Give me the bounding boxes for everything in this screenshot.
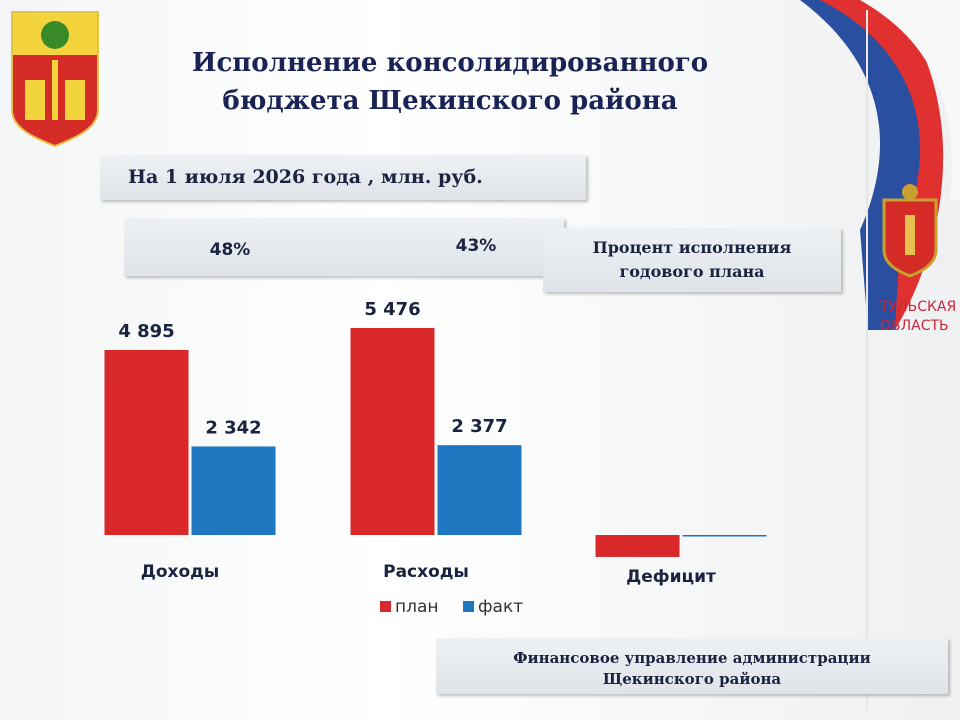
category-label: Расходы	[383, 562, 469, 582]
bar	[595, 535, 680, 557]
bar	[437, 445, 522, 535]
footer-box	[436, 638, 948, 694]
value-label: 2 377	[451, 416, 507, 437]
bar	[191, 446, 276, 535]
category-label: Доходы	[141, 562, 220, 582]
bar	[682, 535, 767, 537]
percent-label: 48%	[210, 240, 251, 260]
note-line: Процент исполнения	[592, 238, 792, 257]
subtitle: На 1 июля 2026 года , млн. руб.	[128, 166, 483, 188]
title-line: бюджета Щекинского района	[222, 86, 678, 116]
value-label: 5 476	[364, 299, 420, 320]
legend-swatch	[463, 601, 474, 612]
note-line: годового плана	[619, 262, 765, 281]
subtitle-box	[100, 155, 586, 200]
region-line: ОБЛАСТЬ	[880, 318, 949, 334]
footer: Финансовое управление администрации Щеки…	[436, 648, 948, 690]
footer-line: Щекинского района	[602, 670, 782, 688]
category-label: Дефицит	[626, 567, 716, 587]
percent-label: 43%	[456, 236, 497, 256]
region-name: ТУЛЬСКАЯ ОБЛАСТЬ	[880, 298, 956, 336]
value-label: 2 342	[205, 417, 261, 438]
percent-note-box	[543, 228, 841, 292]
bar	[104, 349, 189, 535]
region-line: ТУЛЬСКАЯ	[880, 299, 957, 315]
bar	[350, 328, 435, 535]
coat-of-arms	[11, 11, 99, 148]
legend-label: план	[395, 597, 439, 617]
region-emblem	[882, 184, 938, 278]
title: Исполнение консолидированного бюджета Ще…	[130, 44, 770, 120]
divider	[866, 10, 868, 710]
percent-note: Процент исполнения годового плана	[543, 236, 841, 284]
footer-line: Финансовое управление администрации	[513, 649, 871, 667]
title-line: Исполнение консолидированного	[191, 48, 709, 78]
value-label: 4 895	[118, 321, 174, 342]
percent-box	[124, 218, 564, 276]
flag-white	[860, 0, 960, 200]
legend-label: факт	[478, 597, 523, 617]
legend-swatch	[380, 601, 391, 612]
